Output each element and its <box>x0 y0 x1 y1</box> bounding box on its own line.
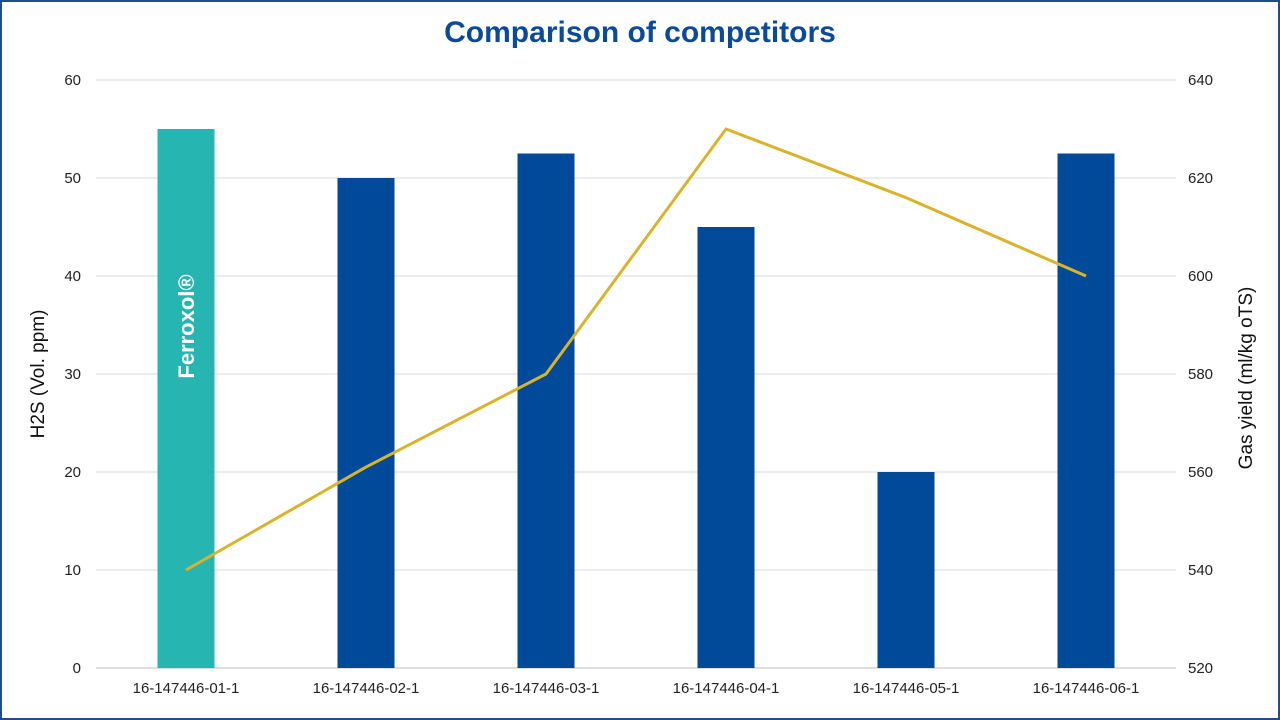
tick-labels: 0 10 20 30 40 50 60 520 540 560 580 600 620 640 16-147… <box>64 72 1213 697</box>
y-tick-left: 0 <box>73 660 81 677</box>
bar-annotation-label: Ferroxol® <box>174 274 199 378</box>
gas-yield-line <box>185 127 1087 572</box>
y-tick-right: 620 <box>1188 170 1213 187</box>
line-series <box>185 127 1087 572</box>
y-tick-left: 40 <box>64 268 81 285</box>
y-axis-left-label: H2S (Vol. ppm) <box>28 310 49 439</box>
bar <box>517 153 575 668</box>
x-tick-label: 16-147446-06-1 <box>1033 680 1140 697</box>
x-tick-label: 16-147446-01-1 <box>133 680 240 697</box>
y-tick-left: 30 <box>64 366 81 383</box>
y-tick-right: 540 <box>1188 562 1213 579</box>
bar <box>157 129 215 668</box>
x-tick-label: 16-147446-03-1 <box>493 680 600 697</box>
x-tick-label: 16-147446-04-1 <box>673 680 780 697</box>
y-tick-left: 60 <box>64 72 81 89</box>
bar <box>697 227 755 668</box>
bar-series: Ferroxol® <box>157 129 1115 668</box>
y-tick-right: 580 <box>1188 366 1213 383</box>
bar <box>337 178 395 668</box>
bar <box>877 472 935 668</box>
bar <box>1057 153 1115 668</box>
y-tick-right: 560 <box>1188 464 1213 481</box>
y-tick-right: 640 <box>1188 72 1213 89</box>
y-tick-left: 50 <box>64 170 81 187</box>
y-tick-right: 520 <box>1188 660 1213 677</box>
y-tick-right: 600 <box>1188 268 1213 285</box>
y-axis-right-label: Gas yield (ml/kg oTS) <box>1236 287 1257 470</box>
chart-title: Comparison of competitors <box>444 16 836 49</box>
x-tick-label: 16-147446-02-1 <box>313 680 420 697</box>
y-tick-left: 20 <box>64 464 81 481</box>
x-tick-label: 16-147446-05-1 <box>853 680 960 697</box>
y-tick-left: 10 <box>64 562 81 579</box>
gridlines <box>96 79 1176 669</box>
